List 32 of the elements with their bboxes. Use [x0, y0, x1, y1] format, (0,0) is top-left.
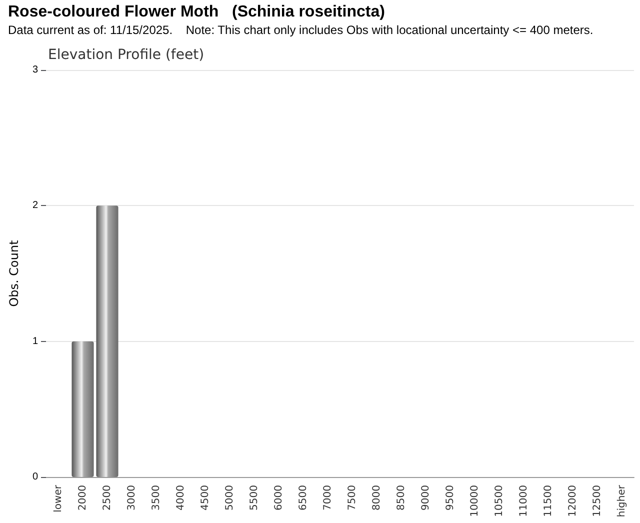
x-tick-label: 5500: [248, 485, 260, 510]
x-tick-label: 3500: [150, 485, 162, 510]
x-tick-label: 11000: [518, 485, 530, 517]
x-tick-label: 5000: [224, 485, 236, 510]
chart-subtitle: Data current as of: 11/15/2025. Note: This chart only includes Obs with locational uncertainty <= 400 meters.: [8, 23, 594, 37]
x-tick-label: 4000: [175, 485, 186, 510]
x-tick-label: higher: [616, 484, 628, 518]
x-tick-label: 12500: [592, 485, 603, 517]
x-tick-label: 7000: [322, 485, 334, 510]
x-tick-label: 12000: [567, 485, 578, 517]
x-tick-label: 6000: [273, 485, 284, 510]
x-tick-label: 2000: [77, 485, 88, 510]
y-tick-label: 3: [32, 64, 38, 76]
x-tick-label: 10500: [494, 485, 505, 517]
x-tick-label: 11500: [542, 485, 554, 517]
x-tick-label: 2500: [102, 485, 113, 510]
x-tick-label: lower: [52, 484, 64, 512]
x-tick-label: 9500: [444, 485, 456, 510]
y-axis-title: Obs. Count: [7, 240, 21, 307]
y-tick-label: 0: [32, 472, 38, 482]
x-tick-label: 4500: [200, 485, 211, 510]
text: Elevation Profile (feet): [48, 47, 204, 63]
x-tick-label: 3000: [126, 485, 138, 510]
y-tick-label: 1: [32, 336, 38, 347]
y-tick-label: 2: [32, 200, 38, 212]
x-tick-label: 9000: [420, 485, 432, 510]
x-tick-label: 7500: [346, 485, 358, 510]
x-tick-label: 8000: [371, 485, 382, 510]
chart-title: Rose-coloured Flower Moth (Schinia roseitincta): [8, 4, 385, 20]
x-tick-label: 6500: [298, 485, 309, 510]
x-tick-label: 10000: [469, 485, 480, 517]
x-tick-label: 8500: [396, 485, 407, 510]
